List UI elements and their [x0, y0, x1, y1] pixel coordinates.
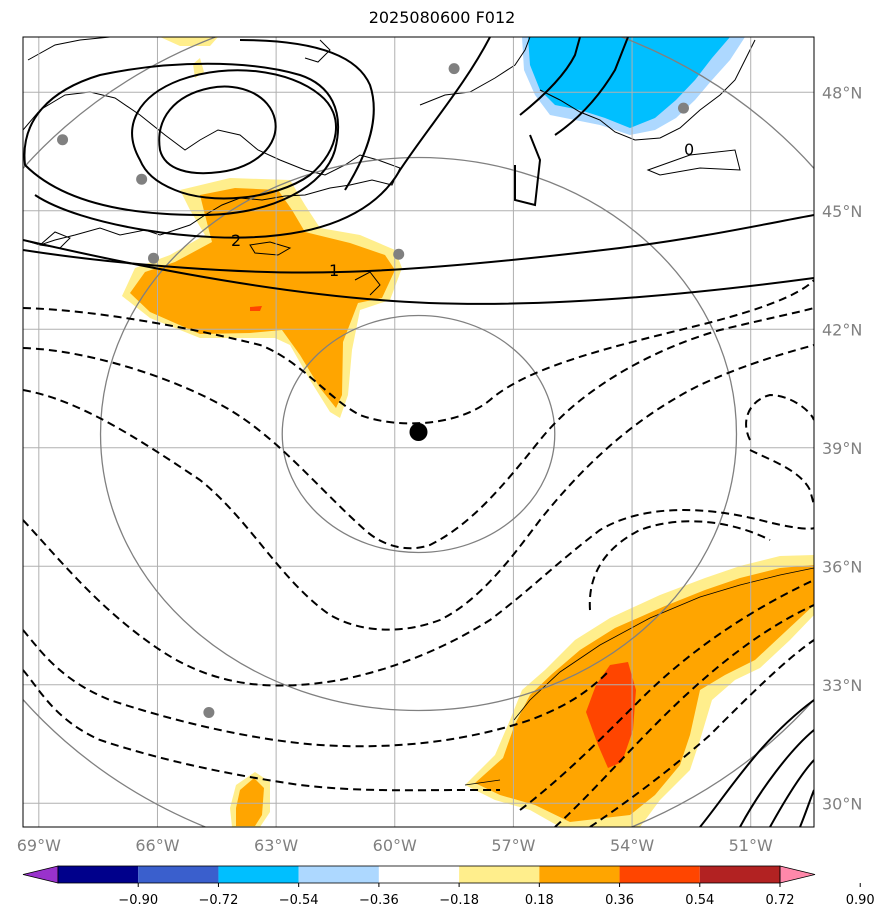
station-dot-5 — [677, 102, 689, 114]
cool-area — [528, 37, 730, 128]
colorbar-label-4: −0.18 — [439, 893, 479, 908]
colorbar-label-7: 0.54 — [685, 893, 714, 908]
lon-tick-label-0: 69°W — [17, 836, 61, 855]
colorbar-extend-high — [779, 865, 816, 884]
colorbar-label-9: 0.90 — [846, 893, 875, 908]
station-dot-6 — [203, 706, 215, 718]
colorbar-label-0: −0.90 — [118, 893, 158, 908]
lon-tick-label-1: 66°W — [135, 836, 179, 855]
colorbar-segment-7 — [619, 866, 700, 883]
lat-tick-label-1: 33°N — [822, 676, 862, 695]
top-warm — [160, 37, 218, 46]
chart-title: 2025080600 F012 — [368, 8, 516, 27]
dashed-contours — [23, 279, 814, 827]
lon-tick-label-5: 54°W — [610, 836, 654, 855]
contour-label-2: 2 — [231, 231, 241, 250]
colorbar-segment-1 — [138, 866, 219, 883]
contour-label-1: 1 — [329, 261, 339, 280]
colorbar-frame — [57, 865, 781, 884]
lat-tick-label-2: 36°N — [822, 557, 862, 576]
range-ring-1 — [99, 156, 738, 712]
colorbar-segment-2 — [218, 866, 299, 883]
warm-band — [475, 565, 814, 822]
lat-tick-label-6: 48°N — [822, 83, 862, 102]
filled-contours — [122, 37, 814, 827]
storm-center-dot — [409, 423, 428, 441]
plot-frame — [22, 36, 815, 828]
range-ring-0 — [281, 314, 556, 554]
bermuda-blob — [236, 778, 264, 826]
contour-lines — [23, 37, 814, 827]
station-dot-3 — [393, 248, 405, 260]
warm-core-small — [250, 306, 262, 311]
longitude-tick-labels: 69°W 66°W 63°W 60°W 57°W 54°W 51°W — [17, 836, 773, 855]
lon-tick-label-2: 63°W — [254, 836, 298, 855]
lon-tick-label-3: 60°W — [373, 836, 417, 855]
colorbar-label-8: 0.72 — [766, 893, 795, 908]
station-dot-1 — [136, 173, 148, 185]
latitude-tick-labels: 30°N 33°N 36°N 39°N 42°N 45°N 48°N — [822, 83, 862, 813]
colorbar-segment-6 — [539, 866, 620, 883]
station-dot-4 — [448, 63, 460, 75]
colorbar-label-6: 0.36 — [605, 893, 634, 908]
lat-tick-label-5: 45°N — [822, 202, 862, 221]
station-dot-2 — [148, 252, 160, 264]
lat-tick-label-3: 39°N — [822, 439, 862, 458]
station-dot-0 — [57, 134, 69, 146]
station-markers — [57, 63, 689, 718]
colorbar-segment-0 — [58, 866, 139, 883]
contour-label-0: 0 — [684, 140, 694, 159]
lat-tick-label-4: 42°N — [822, 320, 862, 339]
lat-tick-label-0: 30°N — [822, 794, 862, 813]
colorbar-extend-low — [22, 865, 59, 884]
colorbar-segment-8 — [699, 866, 780, 883]
colorbar-label-2: −0.54 — [279, 893, 319, 908]
warm-area — [130, 188, 395, 408]
colorbar-label-3: −0.36 — [359, 893, 399, 908]
colorbar: −0.90 −0.72 −0.54 −0.36 −0.18 0.18 0.36 0.54 0.7… — [22, 865, 875, 908]
center-marker — [409, 423, 428, 441]
colorbar-segment-3 — [298, 866, 379, 883]
lon-tick-label-4: 57°W — [491, 836, 535, 855]
colorbar-label-1: −0.72 — [199, 893, 239, 908]
range-rings — [23, 37, 814, 827]
colorbar-label-5: 0.18 — [525, 893, 554, 908]
colorbar-segment-5 — [459, 866, 540, 883]
lon-tick-label-6: 51°W — [729, 836, 773, 855]
colorbar-segment-4 — [378, 866, 460, 883]
